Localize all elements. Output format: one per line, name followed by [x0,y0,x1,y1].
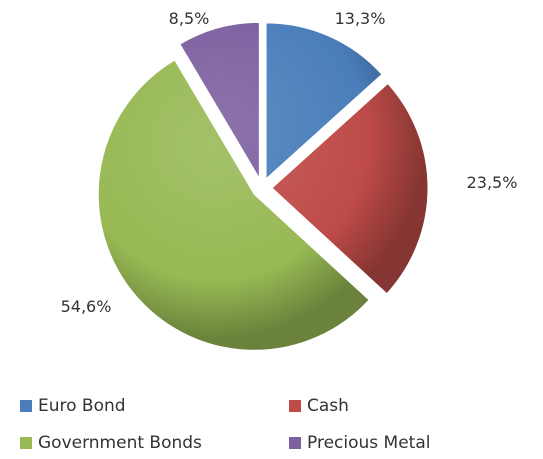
data-label-precious-metal: 8,5% [169,9,210,28]
pie-slice-government-bonds [97,59,370,351]
pie-slice-euro-bond [265,22,383,180]
data-label-euro-bond: 13,3% [335,9,386,28]
pie-slice-cash [271,82,429,295]
pie-slice-precious-metal [179,21,260,181]
data-label-cash: 23,5% [467,173,518,192]
data-label-government-bonds: 54,6% [61,297,112,316]
